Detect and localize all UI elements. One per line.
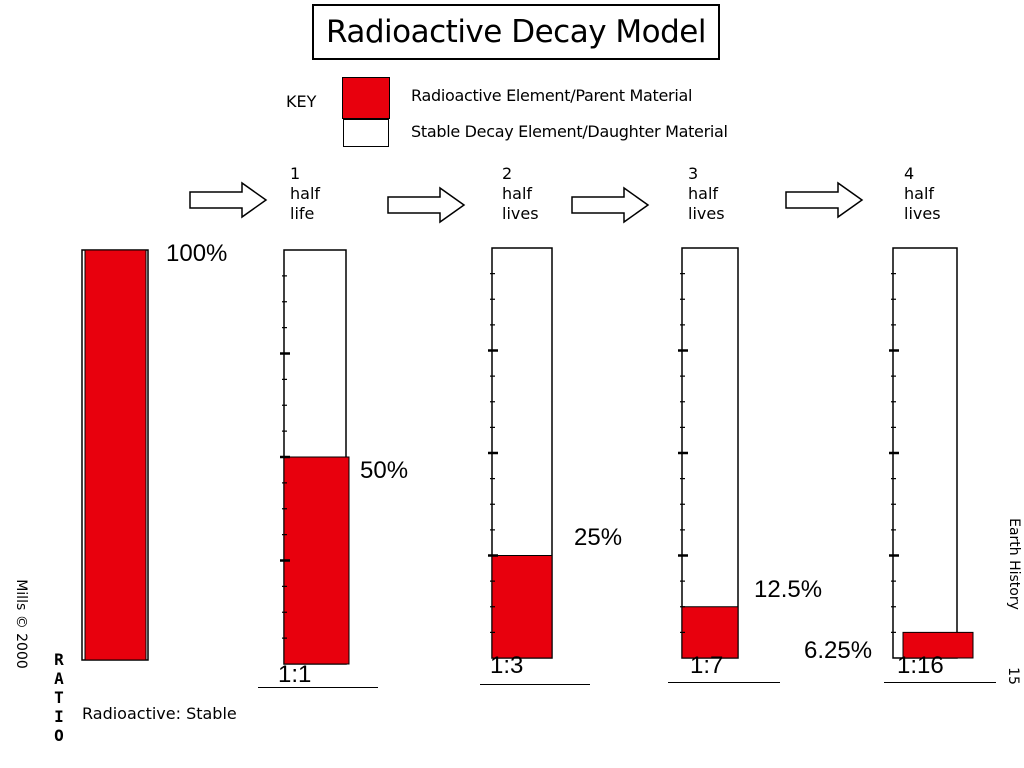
parent-fill-0 xyxy=(84,249,147,661)
copyright-text: Mills © 2000 xyxy=(12,579,29,669)
step-label-3: 3 half lives xyxy=(688,164,725,223)
key-label: KEY xyxy=(286,92,317,111)
percent-label-3: 12.5% xyxy=(754,576,823,603)
arrow-icon xyxy=(571,186,650,224)
ratio-label-1: 1:1 xyxy=(278,661,312,688)
tube-3 xyxy=(681,247,739,659)
parent-fill-1 xyxy=(283,456,350,665)
percent-label-1: 50% xyxy=(360,457,409,484)
key-daughter-swatch xyxy=(343,119,389,147)
ratio-label-3: 1:7 xyxy=(690,652,724,679)
step-label-1: 1 half life xyxy=(290,164,321,223)
ratio-line-1 xyxy=(258,687,378,688)
ratio-row-label: Radioactive: Stable xyxy=(82,704,237,723)
step-label-4: 4 half lives xyxy=(904,164,941,223)
subject-text: Earth History xyxy=(1005,518,1022,610)
tubes xyxy=(81,247,974,665)
ratio-vertical-word: RATIO xyxy=(54,650,64,745)
parent-fill-2 xyxy=(491,555,553,659)
tube-4 xyxy=(892,247,958,659)
page-number: 15 xyxy=(1004,667,1021,685)
parent-fill-3 xyxy=(681,606,739,659)
key-daughter-text: Stable Decay Element/Daughter Material xyxy=(411,122,728,141)
arrow-icon xyxy=(189,181,268,219)
page-title: Radioactive Decay Model xyxy=(312,4,720,60)
ratio-label-4: 1:16 xyxy=(897,652,944,679)
ratio-line-4 xyxy=(884,682,996,683)
parent-fill-4 xyxy=(902,631,974,659)
percent-label-4: 6.25% xyxy=(804,637,873,664)
arrow-icon xyxy=(785,181,864,219)
percent-label-0: 100% xyxy=(166,240,228,267)
arrow-icon xyxy=(387,186,466,224)
ratio-line-3 xyxy=(668,682,780,683)
ratio-line-2 xyxy=(480,684,590,685)
percent-label-2: 25% xyxy=(574,524,623,551)
key-parent-text: Radioactive Element/Parent Material xyxy=(411,86,693,105)
step-label-2: 2 half lives xyxy=(502,164,539,223)
key-parent-swatch xyxy=(342,77,390,119)
ratio-label-2: 1:3 xyxy=(490,652,524,679)
arrows xyxy=(189,181,864,224)
